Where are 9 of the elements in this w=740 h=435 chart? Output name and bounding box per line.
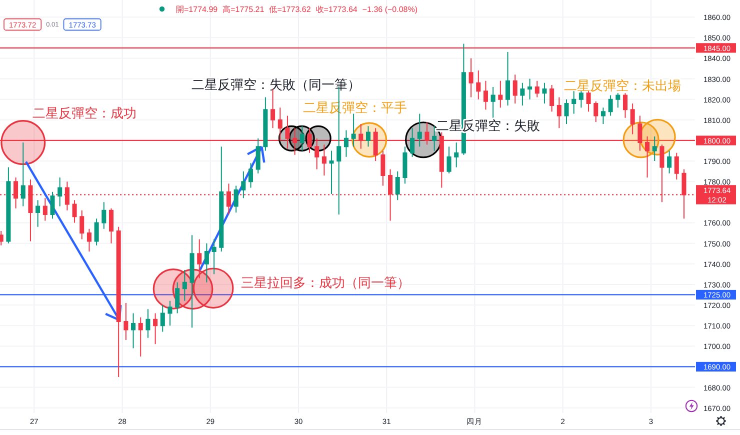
annotation: 開=1774.99 [176,4,218,14]
annotation: 二星反彈空：成功 [32,105,136,120]
annotation: 三星拉回多：成功（同一筆） [241,274,410,290]
annotation: 低=1773.62 [269,4,312,14]
annotation: 收=1773.64 [316,4,358,14]
annotation: −1.36 (−0.08%) [362,4,418,14]
annotation: 二星反彈空：失敗（同一筆） [192,76,360,92]
annotation: 二星反彈空：未出場 [564,78,681,92]
annotation: 高=1775.21 [222,4,265,14]
